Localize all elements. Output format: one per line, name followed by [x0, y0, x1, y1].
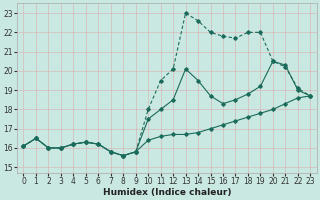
X-axis label: Humidex (Indice chaleur): Humidex (Indice chaleur) [103, 188, 231, 197]
